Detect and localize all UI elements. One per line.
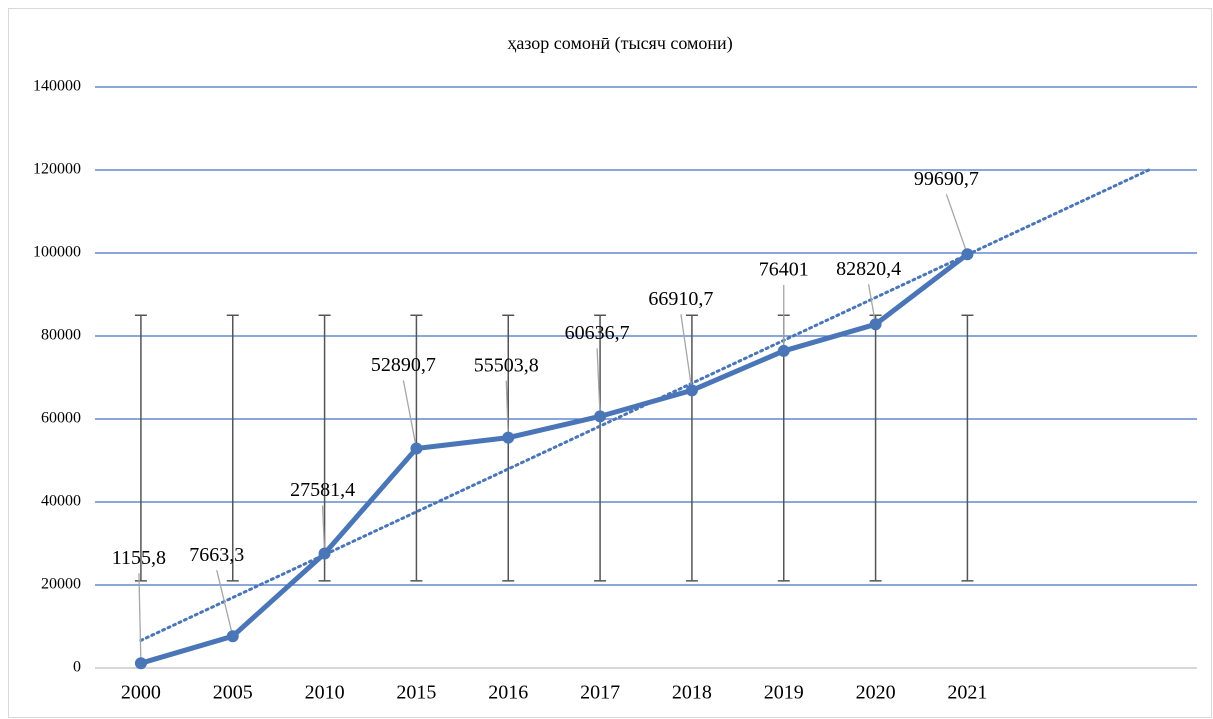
- leader-line: [321, 505, 326, 554]
- marker: [777, 344, 790, 357]
- marker: [502, 431, 515, 444]
- data-label: 82820,4: [836, 258, 901, 280]
- y-tick-label: 40000: [41, 493, 81, 510]
- data-label: 7663,3: [189, 544, 244, 566]
- marker: [134, 657, 147, 670]
- marker: [869, 318, 882, 331]
- y-tick-label: 0: [73, 659, 81, 676]
- data-label: 27581,4: [290, 479, 355, 501]
- marker: [410, 442, 423, 455]
- x-tick-label: 2016: [488, 682, 528, 704]
- y-tick-label: 60000: [41, 410, 81, 427]
- x-tick-label: 2000: [121, 682, 161, 704]
- y-tick-label: 20000: [41, 576, 81, 593]
- y-tick-label: 80000: [41, 327, 81, 344]
- marker: [226, 630, 239, 643]
- x-tick-label: 2021: [947, 682, 987, 704]
- data-label: 1155,8: [112, 547, 166, 569]
- x-tick-label: 2017: [580, 682, 620, 704]
- x-tick-label: 2019: [764, 682, 804, 704]
- leader-line: [216, 570, 234, 637]
- data-label: 66910,7: [648, 288, 713, 310]
- marker: [685, 384, 698, 397]
- leader-line: [505, 380, 509, 438]
- leader-line: [402, 380, 418, 449]
- y-tick-label: 100000: [33, 244, 81, 261]
- data-label: 76401: [759, 259, 809, 281]
- leader-line: [680, 314, 693, 391]
- x-tick-label: 2005: [213, 682, 253, 704]
- data-label: 60636,7: [565, 322, 630, 344]
- marker: [594, 410, 607, 423]
- leader-line: [867, 284, 877, 325]
- marker: [318, 547, 331, 560]
- x-tick-label: 2015: [396, 682, 436, 704]
- chart-border: [8, 8, 1212, 718]
- x-tick-label: 2020: [856, 682, 896, 704]
- x-tick-label: 2018: [672, 682, 712, 704]
- y-tick-label: 140000: [33, 78, 81, 95]
- data-label: 99690,7: [914, 168, 979, 190]
- leader-line: [596, 348, 601, 417]
- leader-line: [138, 573, 142, 664]
- data-label: 55503,8: [474, 354, 539, 376]
- leader-line: [945, 194, 969, 255]
- data-label: 52890,7: [371, 354, 436, 376]
- x-tick-label: 2010: [305, 682, 345, 704]
- marker: [961, 248, 974, 261]
- y-tick-label: 120000: [33, 161, 81, 178]
- chart-title: ҳазор сомонӣ (тысяч сомони): [507, 33, 732, 54]
- line: [140, 252, 969, 666]
